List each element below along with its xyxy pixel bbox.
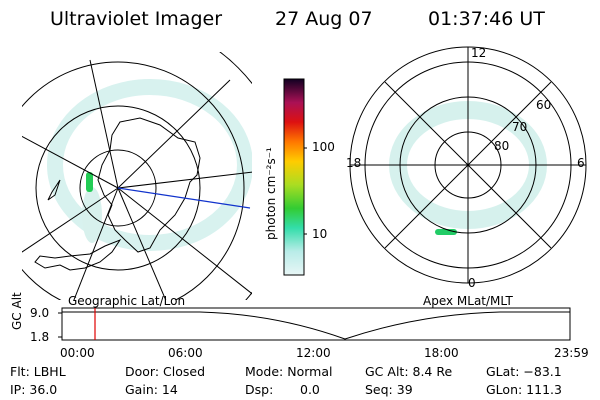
timeline-xtick-0: 00:00 bbox=[60, 346, 95, 360]
mlt-lines bbox=[350, 47, 586, 283]
mlat-label-80: 80 bbox=[494, 139, 510, 153]
time-label: 01:37:46 UT bbox=[428, 8, 545, 30]
lat-circles bbox=[22, 52, 252, 300]
timeline-xtick-1: 06:00 bbox=[168, 346, 203, 360]
colorbar-unit-label: photon cm⁻²s⁻¹ bbox=[264, 147, 278, 240]
status-glat: GLat: −83.1 bbox=[486, 364, 562, 379]
timeline-ytick-low: 1.8 bbox=[30, 330, 50, 344]
status-dsp-value: 0.0 bbox=[300, 382, 320, 397]
mlat-label-70: 70 bbox=[512, 120, 528, 134]
status-dsp-label: Dsp: bbox=[245, 382, 274, 397]
mlt-label-12: 12 bbox=[471, 46, 487, 60]
polar-bright-spot bbox=[435, 229, 457, 235]
color-bar bbox=[283, 78, 307, 276]
timeline-xtick-2: 12:00 bbox=[296, 346, 331, 360]
status-seq: Seq: 39 bbox=[365, 382, 413, 397]
meridian-line bbox=[117, 187, 251, 209]
status-ip: IP: 36.0 bbox=[10, 382, 58, 397]
continent-outline bbox=[34, 117, 201, 271]
geographic-map-label: Geographic Lat/Lon bbox=[68, 294, 186, 308]
geographic-map bbox=[22, 52, 252, 300]
status-gain: Gain: 14 bbox=[125, 382, 178, 397]
mlt-label-0: 0 bbox=[468, 276, 476, 290]
timeline-xtick-3: 18:00 bbox=[424, 346, 459, 360]
colorbar-tick-10: 10 bbox=[312, 227, 328, 241]
lon-lines bbox=[22, 59, 252, 300]
status-mode: Mode: Normal bbox=[245, 364, 333, 379]
status-glon: GLon: 111.3 bbox=[486, 382, 562, 397]
app-title: Ultraviolet Imager bbox=[50, 8, 223, 30]
date-label: 27 Aug 07 bbox=[275, 8, 373, 30]
status-door: Door: Closed bbox=[125, 364, 206, 379]
aurora-bright-spot bbox=[86, 172, 93, 192]
timeline-xtick-4: 23:59 bbox=[554, 346, 589, 360]
altitude-timeline bbox=[58, 307, 571, 341]
altitude-curve bbox=[62, 311, 570, 340]
mlt-label-18: 18 bbox=[346, 156, 362, 170]
apex-map-label: Apex MLat/MLT bbox=[423, 294, 513, 308]
aurora-oval-geo bbox=[47, 79, 252, 251]
timeline-ylabel: GC Alt bbox=[10, 292, 24, 330]
status-flt: Flt: LBHL bbox=[10, 364, 66, 379]
colorbar-tick-100: 100 bbox=[312, 140, 335, 154]
mlt-label-6: 6 bbox=[577, 156, 585, 170]
timeline-ytick-high: 9.0 bbox=[30, 306, 50, 320]
polar-map bbox=[349, 46, 587, 284]
status-gc-alt: GC Alt: 8.4 Re bbox=[365, 364, 453, 379]
mlat-label-60: 60 bbox=[536, 98, 552, 112]
